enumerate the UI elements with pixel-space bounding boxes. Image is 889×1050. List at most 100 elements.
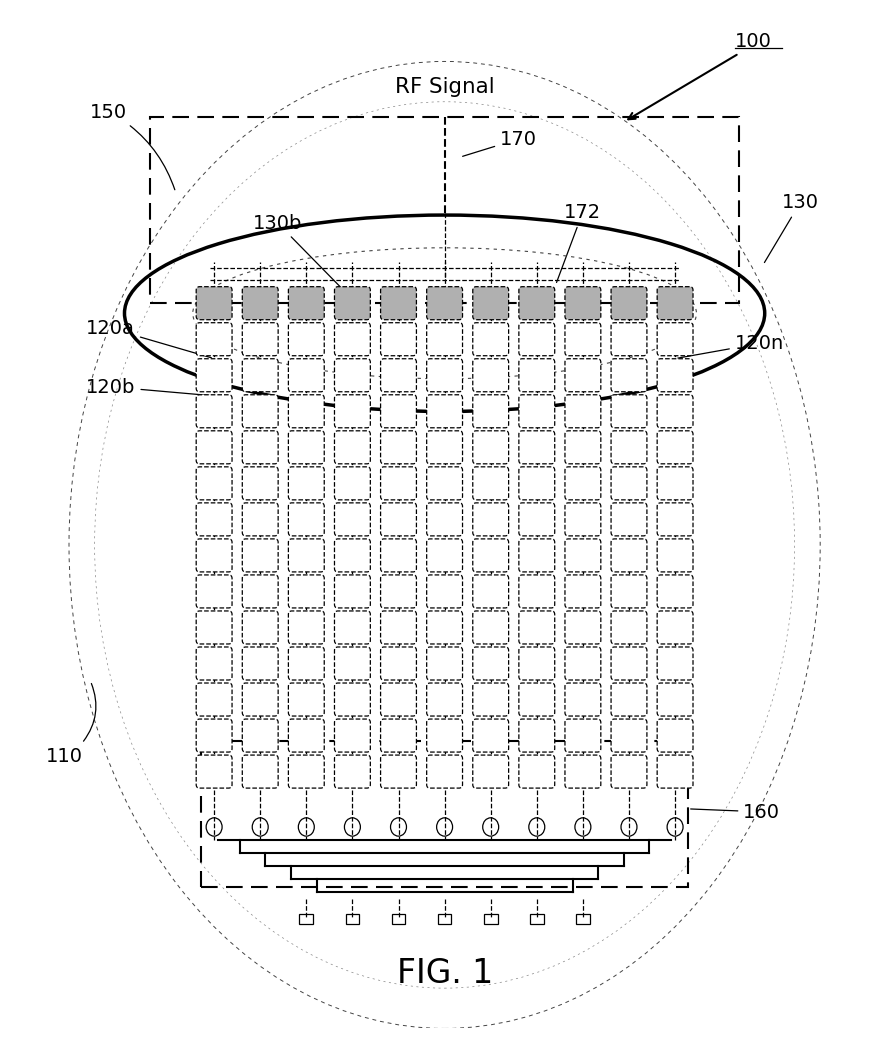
FancyBboxPatch shape xyxy=(380,432,416,464)
FancyBboxPatch shape xyxy=(565,503,601,537)
FancyBboxPatch shape xyxy=(611,395,647,428)
FancyBboxPatch shape xyxy=(288,611,324,644)
FancyBboxPatch shape xyxy=(657,467,693,500)
FancyBboxPatch shape xyxy=(196,539,232,572)
Text: FIG. 1: FIG. 1 xyxy=(396,957,493,989)
FancyBboxPatch shape xyxy=(427,575,462,608)
Text: 110: 110 xyxy=(46,748,84,766)
FancyBboxPatch shape xyxy=(242,287,278,320)
FancyBboxPatch shape xyxy=(242,359,278,392)
FancyBboxPatch shape xyxy=(473,432,509,464)
FancyBboxPatch shape xyxy=(380,395,416,428)
FancyBboxPatch shape xyxy=(657,432,693,464)
FancyBboxPatch shape xyxy=(565,467,601,500)
FancyBboxPatch shape xyxy=(519,611,555,644)
FancyBboxPatch shape xyxy=(611,432,647,464)
FancyBboxPatch shape xyxy=(334,287,370,320)
FancyBboxPatch shape xyxy=(380,323,416,356)
FancyBboxPatch shape xyxy=(380,359,416,392)
FancyBboxPatch shape xyxy=(657,611,693,644)
FancyBboxPatch shape xyxy=(242,432,278,464)
Text: RF Signal: RF Signal xyxy=(395,77,494,97)
FancyBboxPatch shape xyxy=(196,575,232,608)
FancyBboxPatch shape xyxy=(288,467,324,500)
FancyBboxPatch shape xyxy=(657,539,693,572)
FancyBboxPatch shape xyxy=(242,684,278,716)
FancyBboxPatch shape xyxy=(242,323,278,356)
FancyBboxPatch shape xyxy=(473,287,509,320)
FancyBboxPatch shape xyxy=(565,575,601,608)
FancyBboxPatch shape xyxy=(427,755,462,789)
FancyBboxPatch shape xyxy=(288,719,324,752)
Bar xyxy=(201,741,688,887)
FancyBboxPatch shape xyxy=(380,467,416,500)
FancyBboxPatch shape xyxy=(242,575,278,608)
FancyBboxPatch shape xyxy=(565,395,601,428)
FancyBboxPatch shape xyxy=(519,467,555,500)
FancyBboxPatch shape xyxy=(427,467,462,500)
FancyBboxPatch shape xyxy=(473,647,509,680)
FancyBboxPatch shape xyxy=(519,684,555,716)
FancyBboxPatch shape xyxy=(334,323,370,356)
FancyBboxPatch shape xyxy=(334,432,370,464)
FancyBboxPatch shape xyxy=(288,323,324,356)
FancyBboxPatch shape xyxy=(380,575,416,608)
FancyBboxPatch shape xyxy=(380,755,416,789)
FancyBboxPatch shape xyxy=(334,539,370,572)
FancyBboxPatch shape xyxy=(519,287,555,320)
FancyBboxPatch shape xyxy=(611,755,647,789)
FancyBboxPatch shape xyxy=(380,719,416,752)
FancyBboxPatch shape xyxy=(519,575,555,608)
FancyBboxPatch shape xyxy=(473,467,509,500)
FancyBboxPatch shape xyxy=(334,575,370,608)
FancyBboxPatch shape xyxy=(334,755,370,789)
FancyBboxPatch shape xyxy=(196,719,232,752)
FancyBboxPatch shape xyxy=(196,287,232,320)
Text: 130: 130 xyxy=(765,193,819,262)
FancyBboxPatch shape xyxy=(196,503,232,537)
FancyBboxPatch shape xyxy=(519,323,555,356)
FancyBboxPatch shape xyxy=(196,359,232,392)
FancyBboxPatch shape xyxy=(473,611,509,644)
FancyBboxPatch shape xyxy=(473,575,509,608)
FancyBboxPatch shape xyxy=(657,395,693,428)
FancyBboxPatch shape xyxy=(657,684,693,716)
FancyBboxPatch shape xyxy=(334,359,370,392)
FancyBboxPatch shape xyxy=(427,647,462,680)
FancyBboxPatch shape xyxy=(288,287,324,320)
FancyBboxPatch shape xyxy=(288,359,324,392)
FancyBboxPatch shape xyxy=(473,359,509,392)
FancyBboxPatch shape xyxy=(334,719,370,752)
FancyBboxPatch shape xyxy=(288,503,324,537)
FancyBboxPatch shape xyxy=(242,539,278,572)
FancyBboxPatch shape xyxy=(657,719,693,752)
FancyBboxPatch shape xyxy=(611,503,647,537)
FancyBboxPatch shape xyxy=(657,323,693,356)
FancyBboxPatch shape xyxy=(657,503,693,537)
FancyBboxPatch shape xyxy=(380,503,416,537)
FancyBboxPatch shape xyxy=(473,323,509,356)
FancyBboxPatch shape xyxy=(519,719,555,752)
FancyBboxPatch shape xyxy=(334,647,370,680)
FancyBboxPatch shape xyxy=(380,287,416,320)
FancyBboxPatch shape xyxy=(334,503,370,537)
FancyBboxPatch shape xyxy=(288,539,324,572)
FancyBboxPatch shape xyxy=(473,395,509,428)
FancyBboxPatch shape xyxy=(611,647,647,680)
FancyBboxPatch shape xyxy=(288,755,324,789)
FancyBboxPatch shape xyxy=(519,395,555,428)
FancyBboxPatch shape xyxy=(288,684,324,716)
FancyBboxPatch shape xyxy=(611,539,647,572)
FancyBboxPatch shape xyxy=(334,611,370,644)
FancyBboxPatch shape xyxy=(657,287,693,320)
FancyBboxPatch shape xyxy=(334,395,370,428)
FancyBboxPatch shape xyxy=(196,611,232,644)
FancyBboxPatch shape xyxy=(288,647,324,680)
FancyBboxPatch shape xyxy=(473,503,509,537)
FancyBboxPatch shape xyxy=(196,432,232,464)
FancyBboxPatch shape xyxy=(242,467,278,500)
Text: 172: 172 xyxy=(557,204,601,282)
FancyBboxPatch shape xyxy=(565,359,601,392)
FancyBboxPatch shape xyxy=(657,647,693,680)
FancyBboxPatch shape xyxy=(657,575,693,608)
